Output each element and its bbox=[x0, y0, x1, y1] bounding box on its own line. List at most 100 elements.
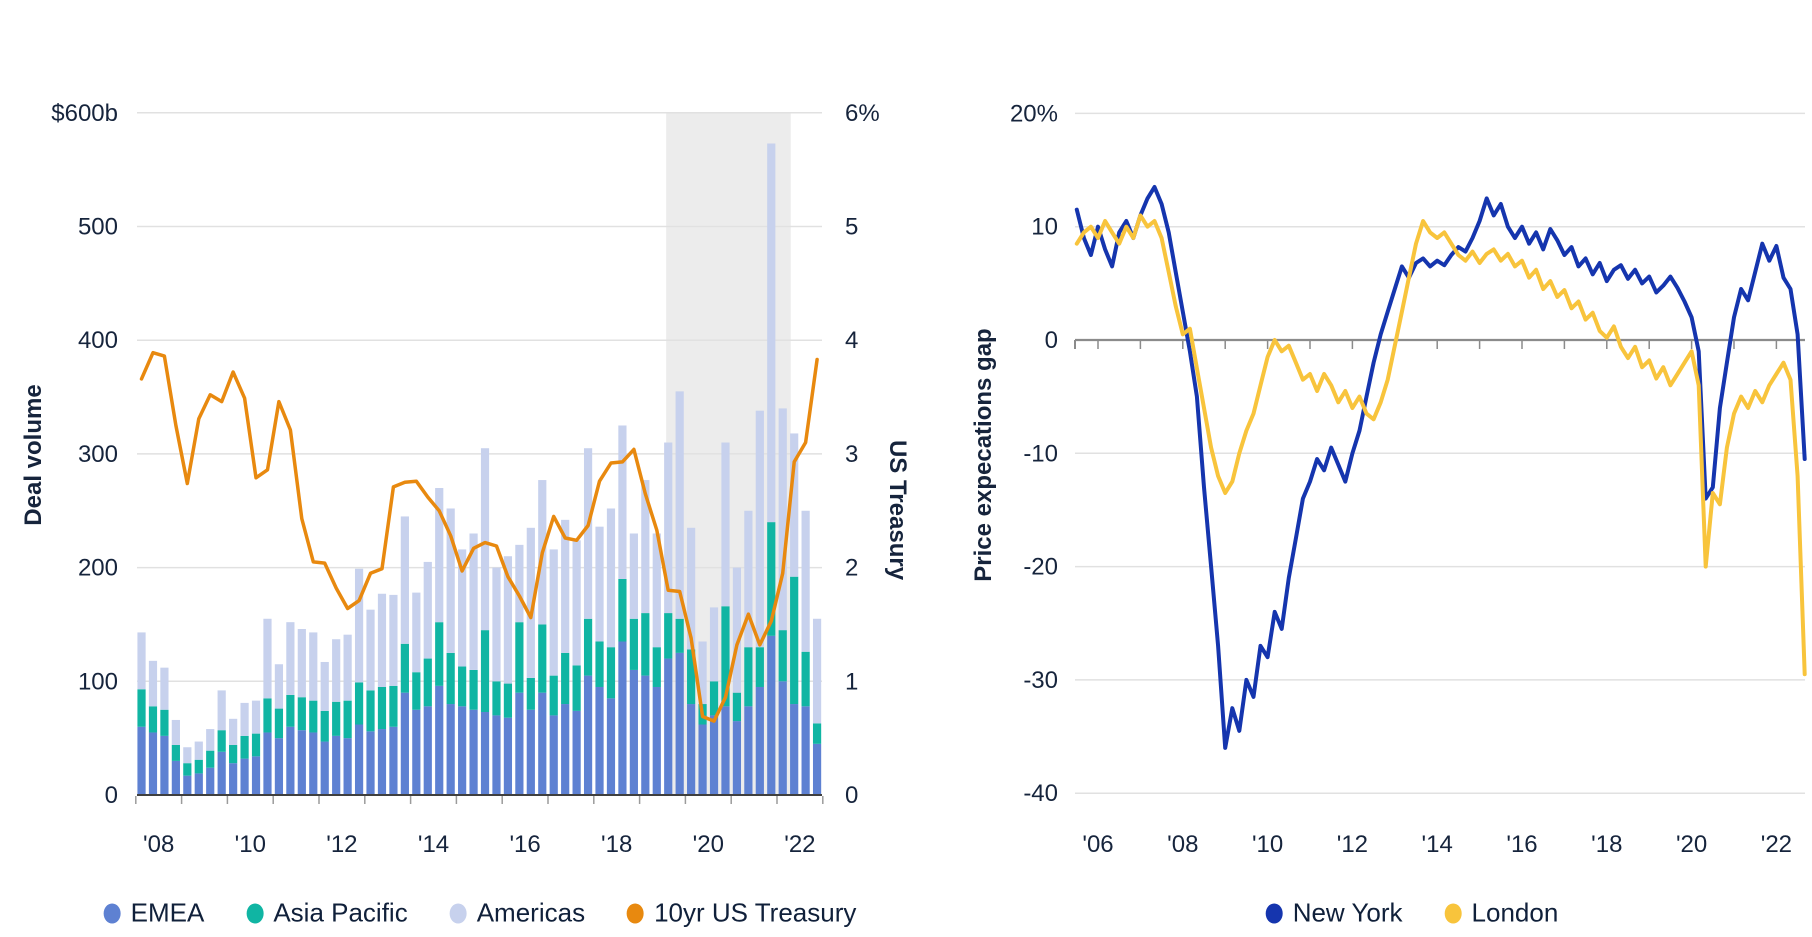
bar-segment bbox=[732, 721, 742, 795]
bar-segment bbox=[721, 442, 730, 607]
legend-item-emea[interactable]: EMEA bbox=[103, 897, 205, 929]
bar-segment bbox=[812, 743, 822, 795]
bar-segment bbox=[572, 540, 581, 666]
legend-item-americas[interactable]: Americas bbox=[449, 898, 585, 929]
bar-segment bbox=[515, 692, 524, 795]
bar-segment bbox=[492, 567, 501, 682]
bar-segment bbox=[675, 652, 684, 795]
bar-segment bbox=[687, 704, 696, 795]
bar-segment bbox=[354, 724, 364, 795]
bar-segment bbox=[435, 685, 444, 795]
axis-tick-labels: 20% 10 0 -10 -20 -30 -40 '06 '08 '10 '12 '14 '16 '18 '… bbox=[1010, 100, 1792, 858]
bar-segment bbox=[652, 533, 661, 648]
y-right-tick-label: 4 bbox=[845, 327, 858, 354]
bar-segment bbox=[194, 759, 203, 774]
x-tick-label: '12 bbox=[1337, 831, 1368, 858]
x-tick-label: '08 bbox=[1167, 831, 1198, 858]
bar-segment bbox=[526, 527, 535, 678]
x-tick-label: '14 bbox=[1422, 831, 1453, 858]
bar-segment bbox=[366, 609, 375, 691]
legend-label-emea: EMEA bbox=[130, 897, 205, 928]
bar-segment bbox=[240, 702, 249, 736]
bar-segment bbox=[675, 391, 684, 619]
bar-segment bbox=[160, 735, 169, 795]
x-tick-label: '18 bbox=[601, 831, 632, 858]
x-tick-label: '16 bbox=[1506, 831, 1537, 858]
bar-segment bbox=[377, 729, 387, 795]
y-tick-label: 20% bbox=[1010, 100, 1058, 127]
bar-segment bbox=[687, 527, 696, 650]
bar-segment bbox=[171, 744, 180, 761]
y-right-tick-label: 3 bbox=[845, 441, 858, 468]
bar-segment bbox=[675, 618, 684, 653]
legend-item-london[interactable]: London bbox=[1444, 898, 1558, 929]
bar-segment bbox=[515, 622, 524, 693]
bar-segment bbox=[309, 700, 318, 733]
bar-segment bbox=[526, 677, 535, 710]
bar-segment bbox=[309, 632, 318, 701]
new-york-marker-icon bbox=[1265, 903, 1283, 923]
bar-segment bbox=[629, 669, 638, 795]
legend-item-asia-pacific[interactable]: Asia Pacific bbox=[246, 897, 408, 929]
bar-segment bbox=[744, 510, 753, 648]
bar-segment bbox=[389, 726, 398, 795]
bar-segment bbox=[206, 729, 215, 751]
bars-asia-pacific bbox=[137, 522, 822, 776]
bar-segment bbox=[503, 717, 513, 795]
y-tick-label: -20 bbox=[1023, 554, 1058, 581]
bar-segment bbox=[263, 698, 272, 733]
bar-segment bbox=[790, 704, 799, 795]
bar-segment bbox=[801, 510, 810, 652]
bar-segment bbox=[251, 700, 261, 734]
bar-segment bbox=[583, 448, 593, 619]
y-left-tick-label: 100 bbox=[78, 668, 118, 695]
bar-segment bbox=[629, 533, 638, 619]
bar-segment bbox=[549, 715, 558, 795]
bar-segment bbox=[526, 709, 535, 795]
y-tick-label: -30 bbox=[1023, 667, 1058, 694]
bar-segment bbox=[812, 723, 822, 744]
treasury-line bbox=[139, 350, 819, 723]
bar-segment bbox=[618, 578, 627, 642]
legend-item-treasury[interactable]: 10yr US Treasury bbox=[627, 898, 856, 929]
bar-segment bbox=[515, 544, 524, 623]
bar-segment bbox=[606, 698, 616, 795]
bar-segment bbox=[790, 433, 799, 577]
bar-segment bbox=[458, 549, 467, 667]
y-right-tick-label: 1 bbox=[845, 668, 858, 695]
bar-segment bbox=[412, 672, 421, 710]
legend-label-treasury: 10yr US Treasury bbox=[654, 897, 857, 928]
bar-segment bbox=[194, 773, 203, 795]
y-tick-label: 0 bbox=[1045, 327, 1058, 354]
legend-label-asia-pacific: Asia Pacific bbox=[273, 897, 408, 928]
bar-segment bbox=[183, 747, 192, 764]
bar-segment bbox=[217, 730, 226, 752]
bar-segment bbox=[217, 690, 226, 731]
london-marker-icon bbox=[1444, 903, 1462, 923]
bar-segment bbox=[732, 692, 742, 722]
bar-segment bbox=[297, 697, 306, 731]
us-treasury-axis-title: US Treasury bbox=[884, 439, 911, 581]
bar-segment bbox=[606, 647, 616, 699]
bar-segment bbox=[274, 738, 284, 795]
bar-segment bbox=[286, 694, 295, 727]
y-right-tick-label: 2 bbox=[845, 555, 858, 582]
bar-segment bbox=[664, 442, 673, 614]
bar-segment bbox=[790, 576, 799, 705]
bar-segment bbox=[480, 711, 490, 795]
bar-segment bbox=[767, 143, 776, 523]
bar-segment bbox=[458, 706, 467, 795]
y-left-tick-label: 200 bbox=[78, 555, 118, 582]
bar-segment bbox=[606, 508, 616, 648]
bar-segment bbox=[561, 704, 570, 795]
legend-item-new-york[interactable]: New York bbox=[1265, 898, 1403, 929]
bar-segment bbox=[492, 715, 501, 795]
bar-segment bbox=[137, 689, 146, 727]
bar-segment bbox=[801, 651, 810, 707]
bar-segment bbox=[778, 630, 787, 682]
y-left-tick-label: 0 bbox=[105, 782, 118, 809]
bar-segment bbox=[160, 667, 169, 710]
bar-segment bbox=[251, 756, 261, 795]
bar-segment bbox=[572, 710, 581, 795]
x-axis-ticks bbox=[135, 796, 824, 804]
